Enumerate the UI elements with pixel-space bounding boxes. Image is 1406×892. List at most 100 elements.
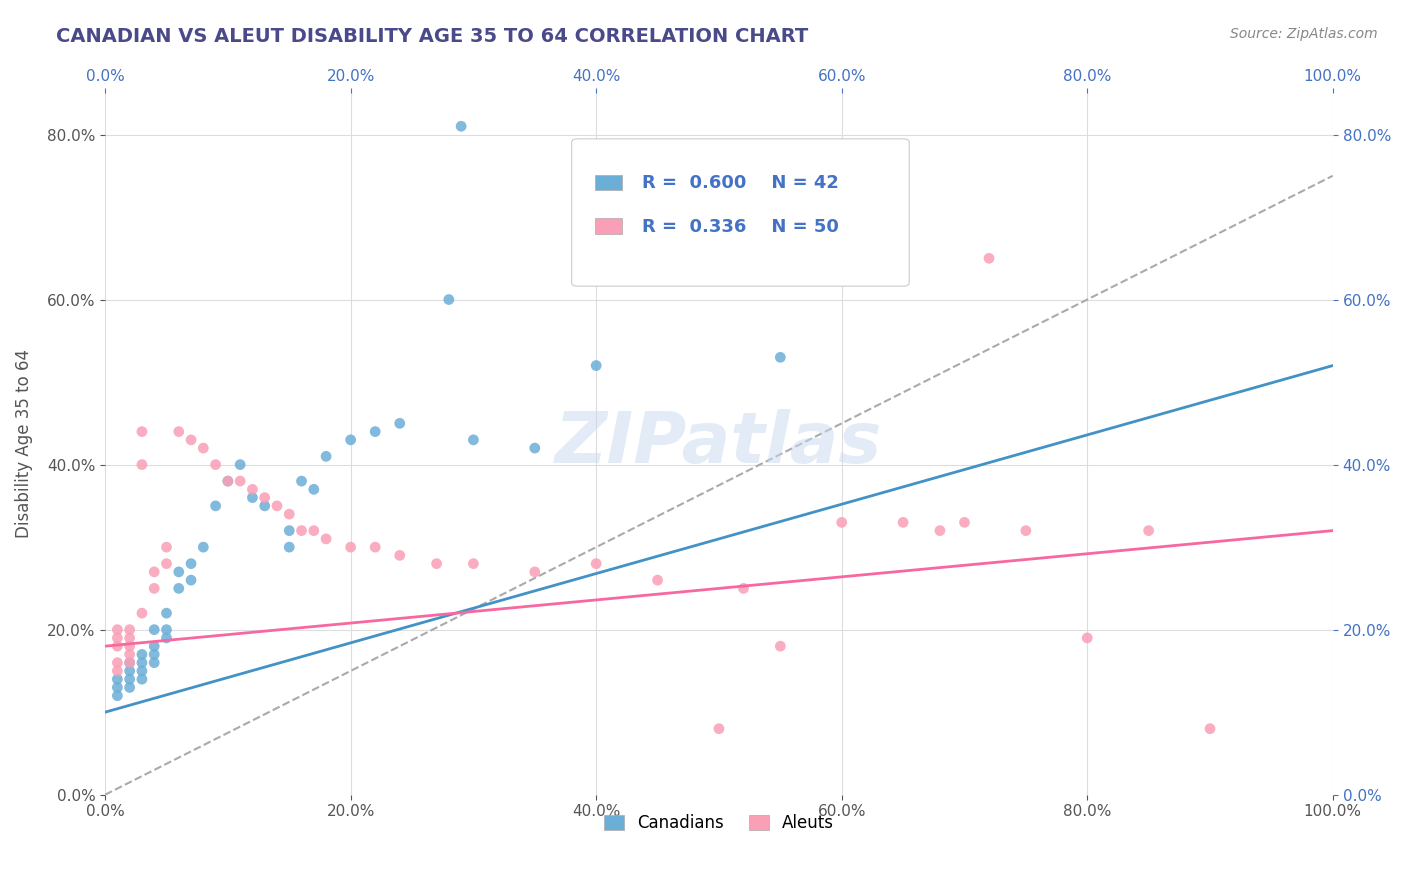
- Point: [769, 351, 792, 365]
- Point: [929, 524, 952, 538]
- Point: [118, 672, 141, 686]
- Point: [253, 499, 276, 513]
- Point: [105, 656, 128, 670]
- Point: [388, 417, 411, 431]
- Point: [339, 433, 361, 447]
- Point: [143, 582, 166, 596]
- Point: [118, 656, 141, 670]
- Point: [105, 664, 128, 678]
- Point: [463, 433, 485, 447]
- FancyBboxPatch shape: [595, 219, 621, 234]
- Point: [118, 681, 141, 695]
- Point: [707, 722, 730, 736]
- Point: [953, 516, 976, 530]
- Point: [105, 681, 128, 695]
- Point: [131, 656, 153, 670]
- Point: [118, 631, 141, 645]
- Point: [1076, 631, 1098, 645]
- Text: ZIPatlas: ZIPatlas: [555, 409, 883, 478]
- Point: [523, 441, 546, 455]
- Point: [118, 656, 141, 670]
- Point: [426, 557, 449, 571]
- Point: [118, 648, 141, 662]
- Point: [118, 664, 141, 678]
- Point: [155, 623, 177, 637]
- Point: [302, 524, 325, 538]
- Point: [437, 293, 460, 307]
- Point: [388, 549, 411, 563]
- Point: [733, 582, 755, 596]
- Point: [647, 573, 669, 587]
- Point: [155, 540, 177, 554]
- Point: [891, 516, 914, 530]
- Point: [977, 252, 1000, 266]
- FancyBboxPatch shape: [572, 139, 910, 286]
- Point: [585, 359, 607, 373]
- Point: [278, 524, 301, 538]
- Point: [831, 516, 853, 530]
- Point: [204, 458, 226, 472]
- Point: [105, 623, 128, 637]
- Point: [131, 672, 153, 686]
- Point: [167, 582, 190, 596]
- Point: [315, 450, 337, 464]
- Point: [278, 507, 301, 521]
- Text: R =  0.600    N = 42: R = 0.600 N = 42: [641, 174, 838, 192]
- Point: [131, 425, 153, 439]
- Text: Source: ZipAtlas.com: Source: ZipAtlas.com: [1230, 27, 1378, 41]
- Point: [143, 656, 166, 670]
- Point: [217, 474, 239, 488]
- Point: [180, 557, 202, 571]
- Point: [131, 458, 153, 472]
- Point: [1015, 524, 1038, 538]
- Point: [155, 606, 177, 620]
- Point: [450, 120, 472, 134]
- Point: [229, 458, 252, 472]
- Point: [143, 565, 166, 579]
- Point: [105, 631, 128, 645]
- Point: [118, 623, 141, 637]
- Point: [167, 565, 190, 579]
- Point: [143, 639, 166, 653]
- Y-axis label: Disability Age 35 to 64: Disability Age 35 to 64: [15, 350, 32, 539]
- Point: [315, 532, 337, 546]
- Point: [242, 483, 264, 497]
- Point: [155, 631, 177, 645]
- Point: [105, 672, 128, 686]
- Point: [523, 565, 546, 579]
- Point: [266, 499, 288, 513]
- Point: [242, 491, 264, 505]
- Point: [180, 573, 202, 587]
- Point: [131, 648, 153, 662]
- Point: [105, 689, 128, 703]
- Point: [193, 540, 215, 554]
- Point: [339, 540, 361, 554]
- Point: [155, 557, 177, 571]
- Point: [1137, 524, 1160, 538]
- Point: [463, 557, 485, 571]
- Point: [167, 425, 190, 439]
- Point: [180, 433, 202, 447]
- Point: [1199, 722, 1222, 736]
- Point: [253, 491, 276, 505]
- Point: [131, 664, 153, 678]
- Point: [217, 474, 239, 488]
- Point: [204, 499, 226, 513]
- Point: [302, 483, 325, 497]
- Text: R =  0.336    N = 50: R = 0.336 N = 50: [641, 218, 838, 235]
- Point: [290, 524, 312, 538]
- Point: [278, 540, 301, 554]
- FancyBboxPatch shape: [595, 175, 621, 190]
- Point: [229, 474, 252, 488]
- Point: [290, 474, 312, 488]
- Point: [105, 639, 128, 653]
- Point: [143, 648, 166, 662]
- Point: [131, 606, 153, 620]
- Legend: Canadians, Aleuts: Canadians, Aleuts: [593, 805, 844, 842]
- Point: [143, 623, 166, 637]
- Point: [585, 557, 607, 571]
- Point: [364, 425, 387, 439]
- Point: [118, 639, 141, 653]
- Point: [769, 639, 792, 653]
- Text: CANADIAN VS ALEUT DISABILITY AGE 35 TO 64 CORRELATION CHART: CANADIAN VS ALEUT DISABILITY AGE 35 TO 6…: [56, 27, 808, 45]
